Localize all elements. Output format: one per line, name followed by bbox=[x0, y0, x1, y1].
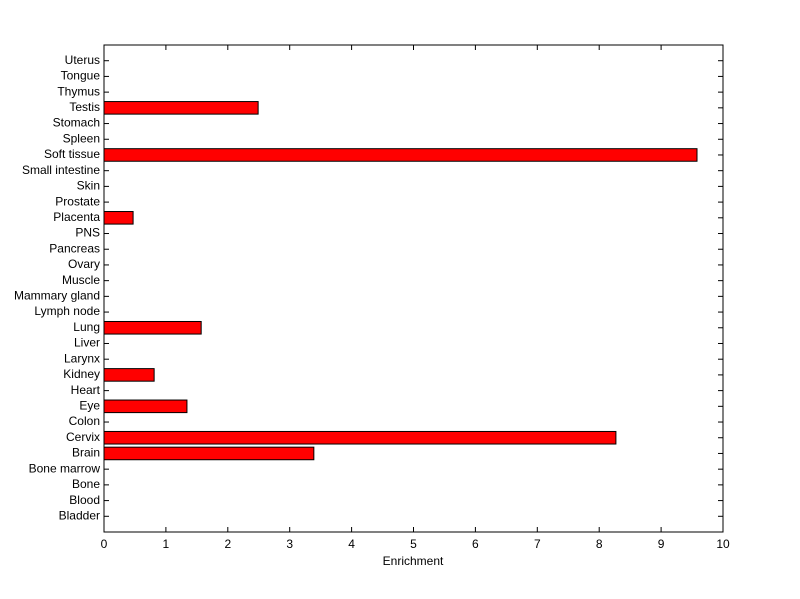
y-tick-label: PNS bbox=[75, 226, 100, 240]
x-tick-label: 8 bbox=[596, 537, 603, 551]
y-tick-label: Eye bbox=[79, 398, 100, 412]
y-tick-label: Stomach bbox=[53, 116, 100, 130]
y-tick-label: Heart bbox=[71, 383, 101, 397]
bar bbox=[103, 399, 188, 414]
x-tick-label: 3 bbox=[286, 537, 293, 551]
bar bbox=[103, 368, 155, 382]
y-tick-label: Colon bbox=[69, 414, 100, 428]
y-tick-label: Pancreas bbox=[49, 241, 100, 255]
y-tick-label: Spleen bbox=[63, 131, 100, 145]
y-tick-label: Tongue bbox=[61, 69, 101, 83]
y-tick-label: Mammary gland bbox=[14, 289, 100, 303]
y-tick-label: Bone bbox=[72, 477, 100, 491]
y-tick-label: Soft tissue bbox=[44, 147, 100, 161]
x-tick-label: 4 bbox=[348, 537, 355, 551]
bar bbox=[103, 430, 617, 445]
y-tick-label: Uterus bbox=[65, 53, 100, 67]
bar bbox=[103, 446, 315, 461]
y-tick-label: Muscle bbox=[62, 273, 100, 287]
y-tick-label: Kidney bbox=[63, 367, 100, 381]
y-tick-label: Thymus bbox=[57, 84, 100, 98]
bar bbox=[103, 320, 202, 335]
y-tick-label: Cervix bbox=[66, 430, 100, 444]
y-tick-label: Ovary bbox=[68, 257, 100, 271]
bar bbox=[103, 148, 698, 162]
y-tick-label: Liver bbox=[74, 336, 100, 350]
bar bbox=[103, 101, 259, 115]
x-tick-label: 6 bbox=[472, 537, 479, 551]
y-tick-label: Lymph node bbox=[34, 304, 100, 318]
y-tick-label: Small intestine bbox=[22, 163, 100, 177]
x-tick-label: 2 bbox=[224, 537, 231, 551]
y-tick-label: Blood bbox=[69, 493, 100, 507]
x-tick-label: 9 bbox=[658, 537, 665, 551]
y-tick-label: Bone marrow bbox=[29, 461, 101, 475]
y-tick-label: Larynx bbox=[64, 351, 100, 365]
x-tick-label: 5 bbox=[410, 537, 417, 551]
x-tick-label: 1 bbox=[163, 537, 170, 551]
y-tick-label: Testis bbox=[69, 100, 100, 114]
y-tick-label: Bladder bbox=[59, 508, 100, 522]
y-tick-label: Brain bbox=[72, 446, 100, 460]
bar bbox=[103, 211, 134, 225]
x-tick-label: 10 bbox=[716, 537, 730, 551]
y-tick-label: Placenta bbox=[53, 210, 100, 224]
y-tick-label: Lung bbox=[73, 320, 100, 334]
x-tick-label: 7 bbox=[534, 537, 541, 551]
x-axis-label: Enrichment bbox=[383, 554, 444, 568]
y-tick-label: Skin bbox=[77, 179, 100, 193]
y-tick-label: Prostate bbox=[55, 194, 100, 208]
x-tick-label: 0 bbox=[101, 537, 108, 551]
